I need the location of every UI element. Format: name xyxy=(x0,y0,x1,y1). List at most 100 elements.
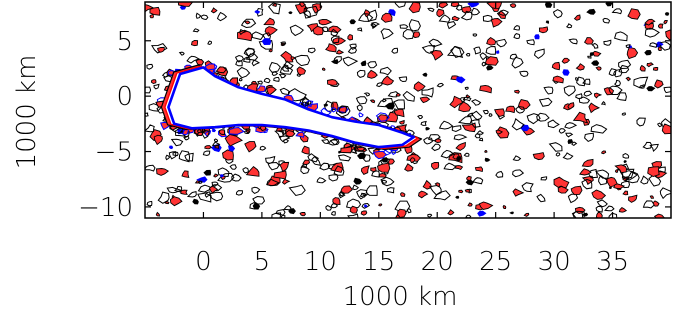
noise-contour xyxy=(349,19,357,25)
noise-contour xyxy=(438,14,451,23)
noise-contour xyxy=(526,39,535,46)
noise-contour xyxy=(464,188,471,193)
noise-contour xyxy=(421,45,436,54)
noise-contour xyxy=(356,69,366,78)
noise-contour xyxy=(588,102,601,114)
noise-contour xyxy=(145,86,152,94)
noise-contour xyxy=(330,203,339,209)
noise-contour xyxy=(369,99,376,104)
noise-contour xyxy=(455,76,466,84)
noise-contour xyxy=(578,96,591,104)
noise-contour xyxy=(157,191,170,204)
noise-contour xyxy=(505,105,516,114)
noise-contour xyxy=(465,179,475,186)
noise-contour xyxy=(174,185,183,193)
noise-contour xyxy=(647,166,660,177)
noise-contour xyxy=(299,212,306,217)
noise-contour xyxy=(266,178,280,187)
noise-contour xyxy=(471,110,483,121)
noise-contour xyxy=(513,33,521,40)
noise-contour xyxy=(458,115,473,125)
noise-contour xyxy=(451,15,460,21)
noise-contour xyxy=(563,85,576,97)
noise-contour xyxy=(327,79,338,86)
noise-contour xyxy=(446,45,464,58)
noise-contour xyxy=(470,119,481,128)
noise-contour xyxy=(584,37,594,45)
noise-contour xyxy=(436,82,445,88)
noise-contour xyxy=(582,78,591,85)
noise-contour xyxy=(280,41,287,46)
noise-contour xyxy=(356,104,363,112)
noise-contour xyxy=(509,3,517,8)
noise-contour xyxy=(664,12,670,16)
y-tick-label: 0 xyxy=(116,82,133,112)
noise-contour xyxy=(150,79,157,84)
noise-contour xyxy=(486,2,503,10)
noise-contour xyxy=(451,125,462,133)
noise-contour xyxy=(533,48,545,60)
noise-contour xyxy=(170,138,184,147)
noise-contour xyxy=(649,42,658,48)
noise-contour xyxy=(622,190,629,196)
noise-contour xyxy=(149,6,161,16)
noise-contour xyxy=(393,99,405,110)
noise-contour xyxy=(543,86,554,95)
noise-contour xyxy=(358,13,374,22)
noise-contour xyxy=(548,142,563,152)
noise-contour xyxy=(473,46,481,55)
noise-contour xyxy=(200,14,209,21)
noise-contour xyxy=(399,24,409,29)
noise-contour xyxy=(418,190,429,199)
noise-contour xyxy=(509,53,518,60)
noise-contour xyxy=(562,69,570,76)
noise-contour xyxy=(148,103,163,112)
noise-contour xyxy=(168,151,177,160)
noise-contour xyxy=(428,184,442,196)
noise-contour xyxy=(155,211,161,217)
noise-contour xyxy=(391,47,399,54)
noise-contour xyxy=(462,96,472,102)
noise-contour xyxy=(408,19,421,32)
noise-contour xyxy=(427,134,441,142)
plot-frame xyxy=(144,1,672,219)
noise-contour xyxy=(420,120,427,126)
plume-speckle xyxy=(228,126,245,135)
plume-speckle xyxy=(330,107,337,113)
noise-contour xyxy=(279,87,291,96)
noise-contour xyxy=(625,76,632,82)
noise-contour xyxy=(251,186,261,194)
noise-contour xyxy=(463,152,470,157)
noise-contour xyxy=(618,207,628,213)
noise-contour xyxy=(224,133,243,147)
noise-contour xyxy=(268,61,281,73)
noise-contour xyxy=(658,23,664,29)
noise-contour xyxy=(557,185,569,194)
noise-contour xyxy=(538,97,553,107)
noise-contour xyxy=(197,180,203,184)
noise-contour xyxy=(236,66,251,79)
noise-contour xyxy=(217,167,230,178)
noise-contour xyxy=(330,28,339,37)
noise-contour xyxy=(183,135,190,141)
noise-contour xyxy=(482,14,493,23)
noise-contour xyxy=(434,182,441,187)
noise-contour xyxy=(567,193,579,204)
noise-contour xyxy=(654,79,664,89)
noise-contour xyxy=(244,141,257,153)
noise-contour xyxy=(461,122,477,133)
noise-contour xyxy=(591,60,600,66)
noise-contour xyxy=(576,76,586,87)
noise-contour xyxy=(342,56,359,67)
noise-contour xyxy=(301,145,310,155)
noise-contour xyxy=(575,63,585,71)
noise-contour xyxy=(425,126,431,131)
noise-contour xyxy=(509,211,515,215)
noise-contour xyxy=(284,60,294,70)
noise-contour xyxy=(319,162,331,171)
noise-contour xyxy=(545,20,549,24)
noise-contour xyxy=(582,212,589,217)
noise-contour xyxy=(239,28,248,36)
noise-contour xyxy=(449,95,464,109)
noise-contour xyxy=(649,195,655,199)
